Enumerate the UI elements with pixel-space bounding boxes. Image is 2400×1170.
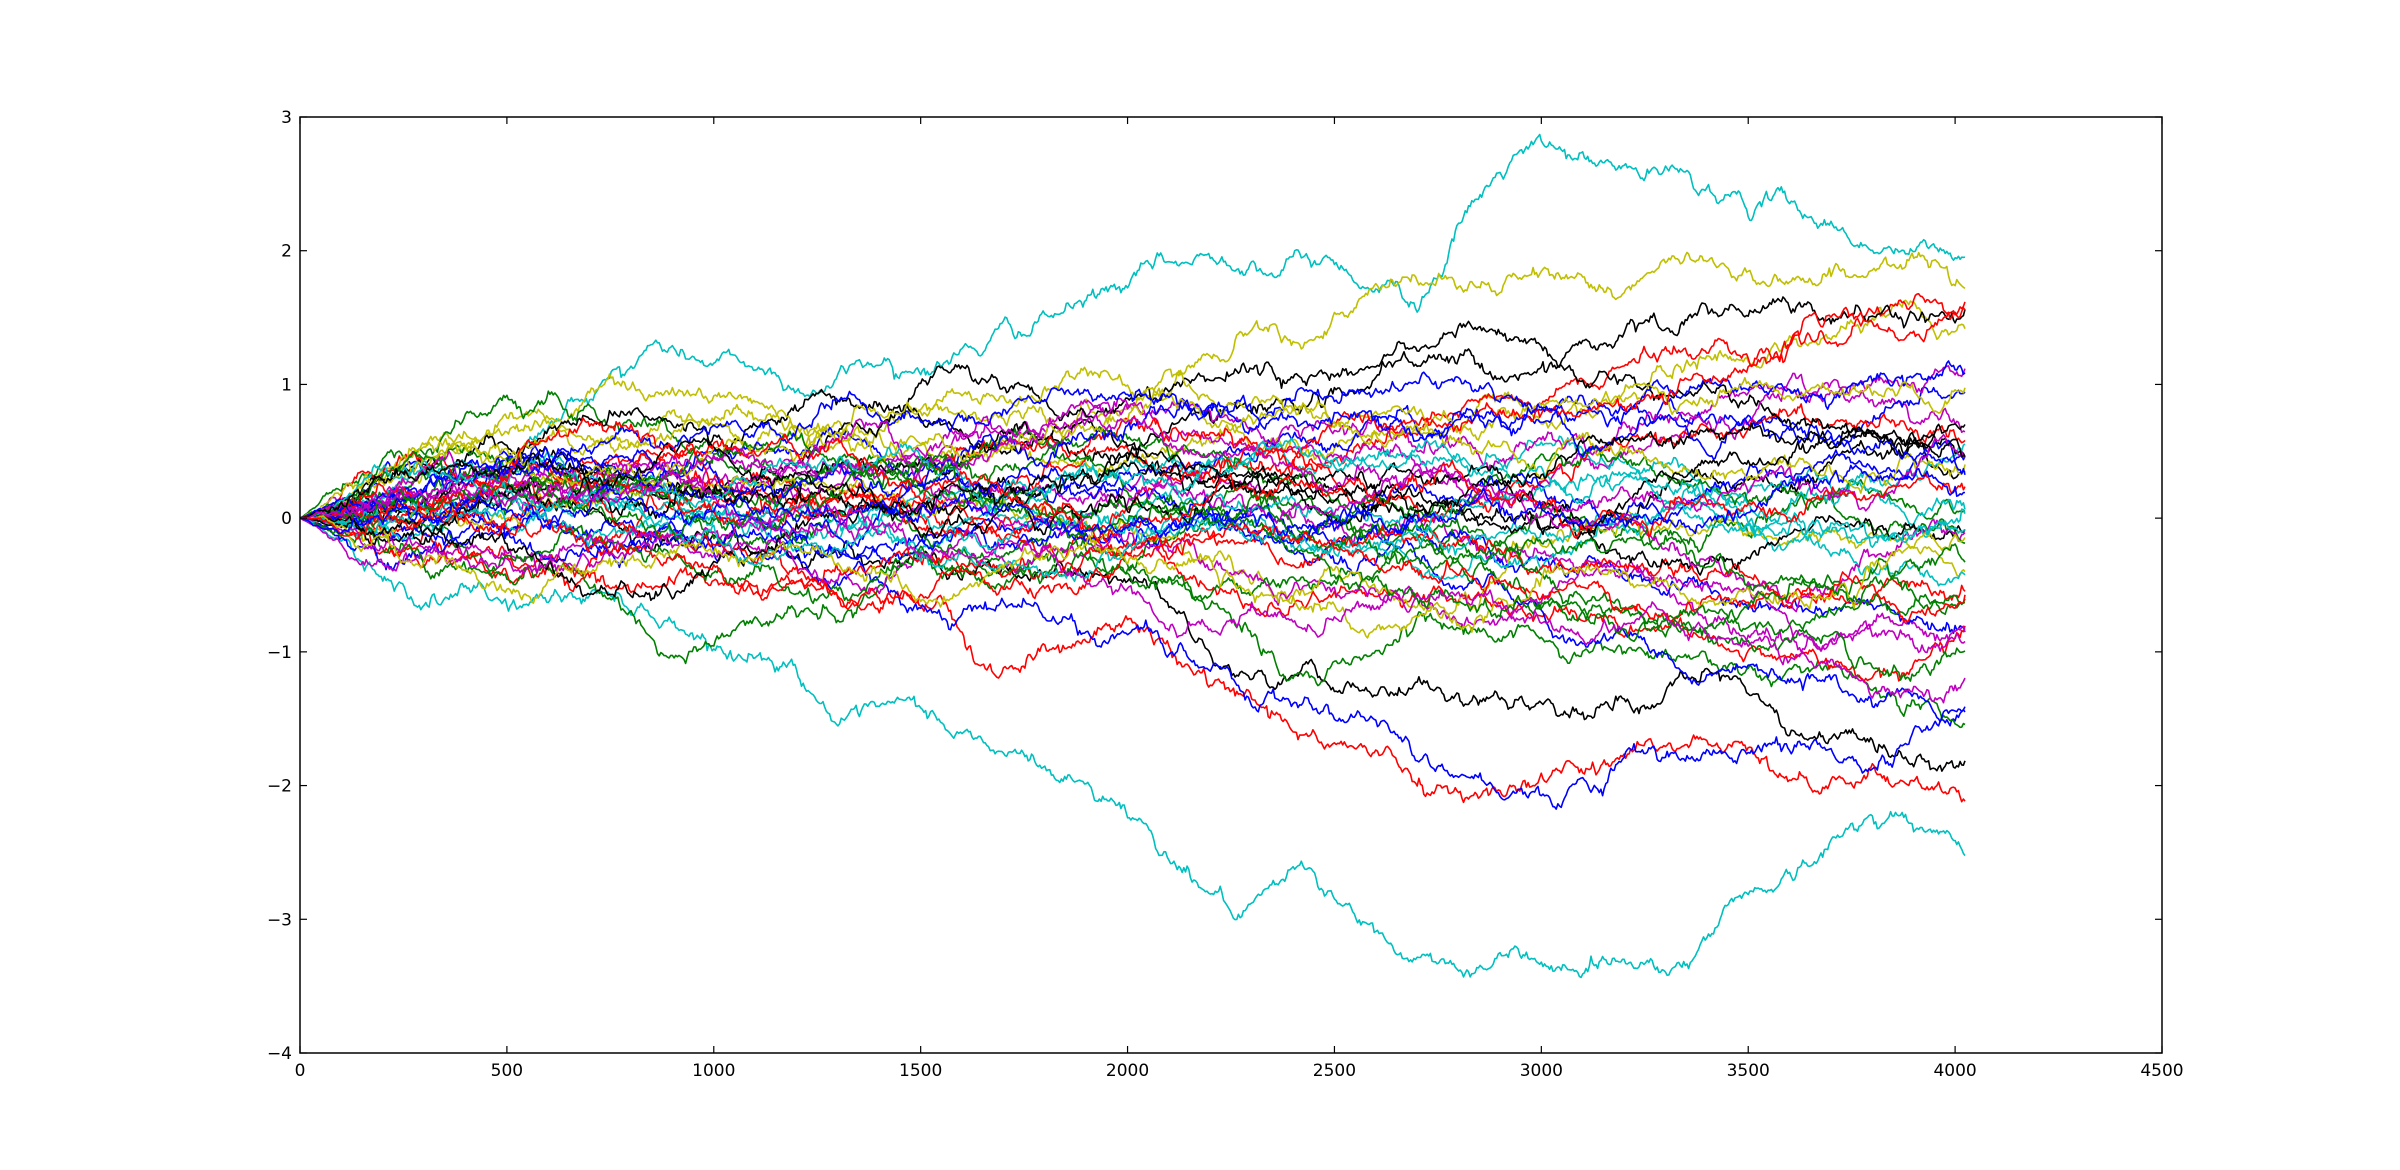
series-line: [300, 422, 1966, 539]
series-line: [300, 494, 1966, 606]
series-line: [300, 390, 1966, 682]
x-tick-label: 0: [295, 1061, 306, 1081]
series-line: [300, 413, 1966, 519]
series-line: [300, 451, 1966, 556]
y-tick-label: 1: [281, 375, 292, 395]
series-line: [300, 387, 1966, 519]
series-line: [300, 503, 1966, 729]
series-line: [300, 366, 1966, 519]
y-tick-label: −2: [267, 777, 292, 797]
series-line: [300, 462, 1966, 602]
series-line: [300, 417, 1966, 544]
x-tick-label: 4500: [2140, 1061, 2183, 1081]
y-tick-label: 2: [281, 242, 292, 262]
x-tick-label: 3500: [1727, 1061, 1770, 1081]
y-tick-label: 0: [281, 509, 292, 529]
y-axis: 3 2 1 0 −1 −2 −3 −4: [267, 108, 2162, 1064]
series-layer: [300, 133, 1966, 979]
y-tick-label: 3: [281, 108, 292, 128]
series-line: [300, 461, 1966, 643]
series-line: [300, 430, 1966, 616]
series-line: [300, 422, 1966, 519]
series-line: [300, 461, 1966, 613]
x-tick-label: 4000: [1933, 1061, 1976, 1081]
series-line: [300, 368, 1966, 519]
series-line: [300, 504, 1966, 810]
series-line: [300, 515, 1966, 633]
x-tick-label: 3000: [1520, 1061, 1563, 1081]
y-tick-label: −3: [267, 910, 292, 930]
series-line: [300, 464, 1966, 539]
x-tick-label: 1500: [899, 1061, 942, 1081]
x-tick-label: 2000: [1106, 1061, 1149, 1081]
series-line: [300, 517, 1966, 654]
series-line: [300, 437, 1966, 543]
x-axis: 0 500 1000 1500 2000 2500 3000 3500 4000 4500: [295, 117, 2184, 1081]
x-tick-label: 2500: [1313, 1061, 1356, 1081]
series-line: [300, 133, 1966, 519]
series-line: [300, 469, 1966, 704]
x-tick-label: 500: [491, 1061, 523, 1081]
series-line: [300, 517, 1966, 804]
series-line: [300, 360, 1966, 527]
plot-area: [299, 116, 2163, 1054]
y-tick-label: −4: [267, 1044, 292, 1064]
x-tick-label: 1000: [692, 1061, 735, 1081]
series-line: [300, 517, 1966, 636]
y-tick-label: −1: [267, 643, 292, 663]
plot-frame: [299, 116, 2163, 1054]
series-line: [300, 517, 1966, 979]
